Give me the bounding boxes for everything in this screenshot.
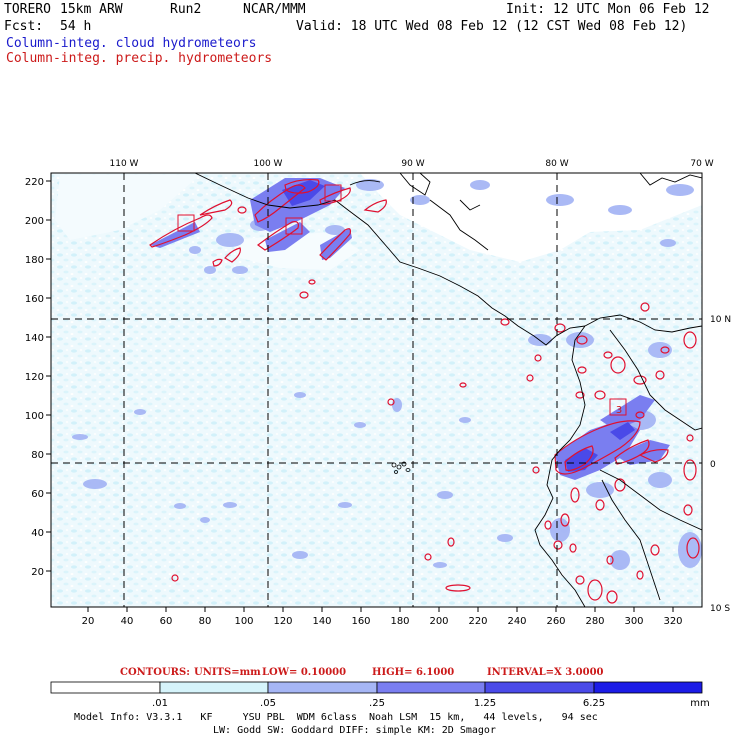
lon-label: 110 W: [110, 159, 139, 169]
hydrometeor-field: [51, 173, 702, 607]
lat-label: 0: [710, 460, 716, 470]
lon-label: 70 W: [690, 159, 713, 169]
lon-label: 80 W: [545, 159, 568, 169]
x-axis: [87, 607, 674, 612]
x-tick-label: 120: [273, 616, 292, 627]
colorbar-unit: mm: [690, 698, 709, 709]
colorbar-label: .01: [152, 698, 168, 709]
forecast-hour: 54 h: [60, 19, 92, 34]
init-time: Init: 12 UTC Mon 06 Feb 12: [506, 2, 710, 17]
colorbar-segment: [159, 681, 269, 694]
colorbar-segment: [267, 681, 378, 694]
box-marker: [285, 217, 303, 235]
y-tick-label: 200: [25, 216, 44, 227]
colorbar-label: .25: [369, 698, 385, 709]
colorbar-label: 1.25: [474, 698, 496, 709]
precip-legend-text: Column-integ. precip. hydrometeors: [6, 51, 273, 66]
organization: NCAR/MMM: [243, 2, 306, 17]
model-info-line1: Model Info: V3.3.1 KF YSU PBL WDM 6class…: [74, 712, 598, 723]
x-tick-label: 220: [468, 616, 487, 627]
y-tick-label: 20: [31, 567, 44, 578]
box-label: 3: [616, 405, 622, 416]
x-tick-label: 200: [429, 616, 448, 627]
colorbar-label: 6.25: [583, 698, 605, 709]
box-marker: [609, 398, 627, 416]
x-tick-label: 300: [624, 616, 643, 627]
x-tick-label: 280: [585, 616, 604, 627]
box-marker: [177, 214, 195, 232]
colorbar: [50, 681, 703, 694]
y-tick-label: 40: [31, 528, 44, 539]
y-tick-label: 100: [25, 411, 44, 422]
lon-label: 100 W: [254, 159, 283, 169]
x-tick-label: 80: [199, 616, 212, 627]
colorbar-segment: [484, 681, 595, 694]
colorbar-segment: [50, 681, 161, 694]
y-tick-label: 60: [31, 489, 44, 500]
cloud-legend-text: Column-integ. cloud hydrometeors: [6, 36, 257, 51]
box-marker: [324, 184, 342, 202]
y-tick-label: 160: [25, 294, 44, 305]
x-tick-label: 240: [507, 616, 526, 627]
x-tick-label: 40: [121, 616, 134, 627]
x-tick-label: 260: [546, 616, 565, 627]
coastlines: [194, 173, 702, 607]
colorbar-label: .05: [260, 698, 276, 709]
lat-label: 10 N: [710, 315, 731, 325]
y-tick-label: 140: [25, 333, 44, 344]
colorbar-segment: [593, 681, 703, 694]
x-tick-label: 320: [663, 616, 682, 627]
contours-interval: INTERVAL=X 3.0000: [487, 667, 604, 678]
model-info-line2: LW: Godd SW: Goddard DIFF: simple KM: 2D…: [213, 725, 496, 736]
contours-label: CONTOURS:: [120, 667, 190, 678]
x-tick-label: 160: [351, 616, 370, 627]
x-tick-label: 20: [82, 616, 95, 627]
contours-high: HIGH= 6.1000: [372, 667, 455, 678]
lat-label: 10 S: [710, 604, 730, 614]
valid-time: Valid: 18 UTC Wed 08 Feb 12 (12 CST Wed …: [296, 19, 688, 34]
y-axis: [46, 180, 51, 572]
forecast-label: Fcst:: [4, 19, 44, 34]
contours-low: LOW= 0.10000: [262, 667, 347, 678]
contours-units: UNITS=mm: [194, 667, 261, 678]
precip-contours: [149, 178, 700, 604]
x-tick-label: 180: [390, 616, 409, 627]
run-label: Run2: [170, 2, 202, 17]
model-name: TORERO: [4, 2, 51, 17]
x-tick-label: 140: [312, 616, 331, 627]
plot-frame: [50, 172, 703, 608]
y-tick-label: 120: [25, 372, 44, 383]
x-tick-label: 100: [234, 616, 253, 627]
y-tick-label: 180: [25, 255, 44, 266]
galapagos-islands: [391, 461, 411, 474]
x-tick-label: 60: [160, 616, 173, 627]
lon-label: 90 W: [401, 159, 424, 169]
colorbar-segment: [376, 681, 486, 694]
model-resolution: 15km ARW: [60, 2, 123, 17]
y-tick-label: 220: [25, 177, 44, 188]
latlon-grid: [51, 173, 702, 607]
y-tick-label: 80: [31, 450, 44, 461]
